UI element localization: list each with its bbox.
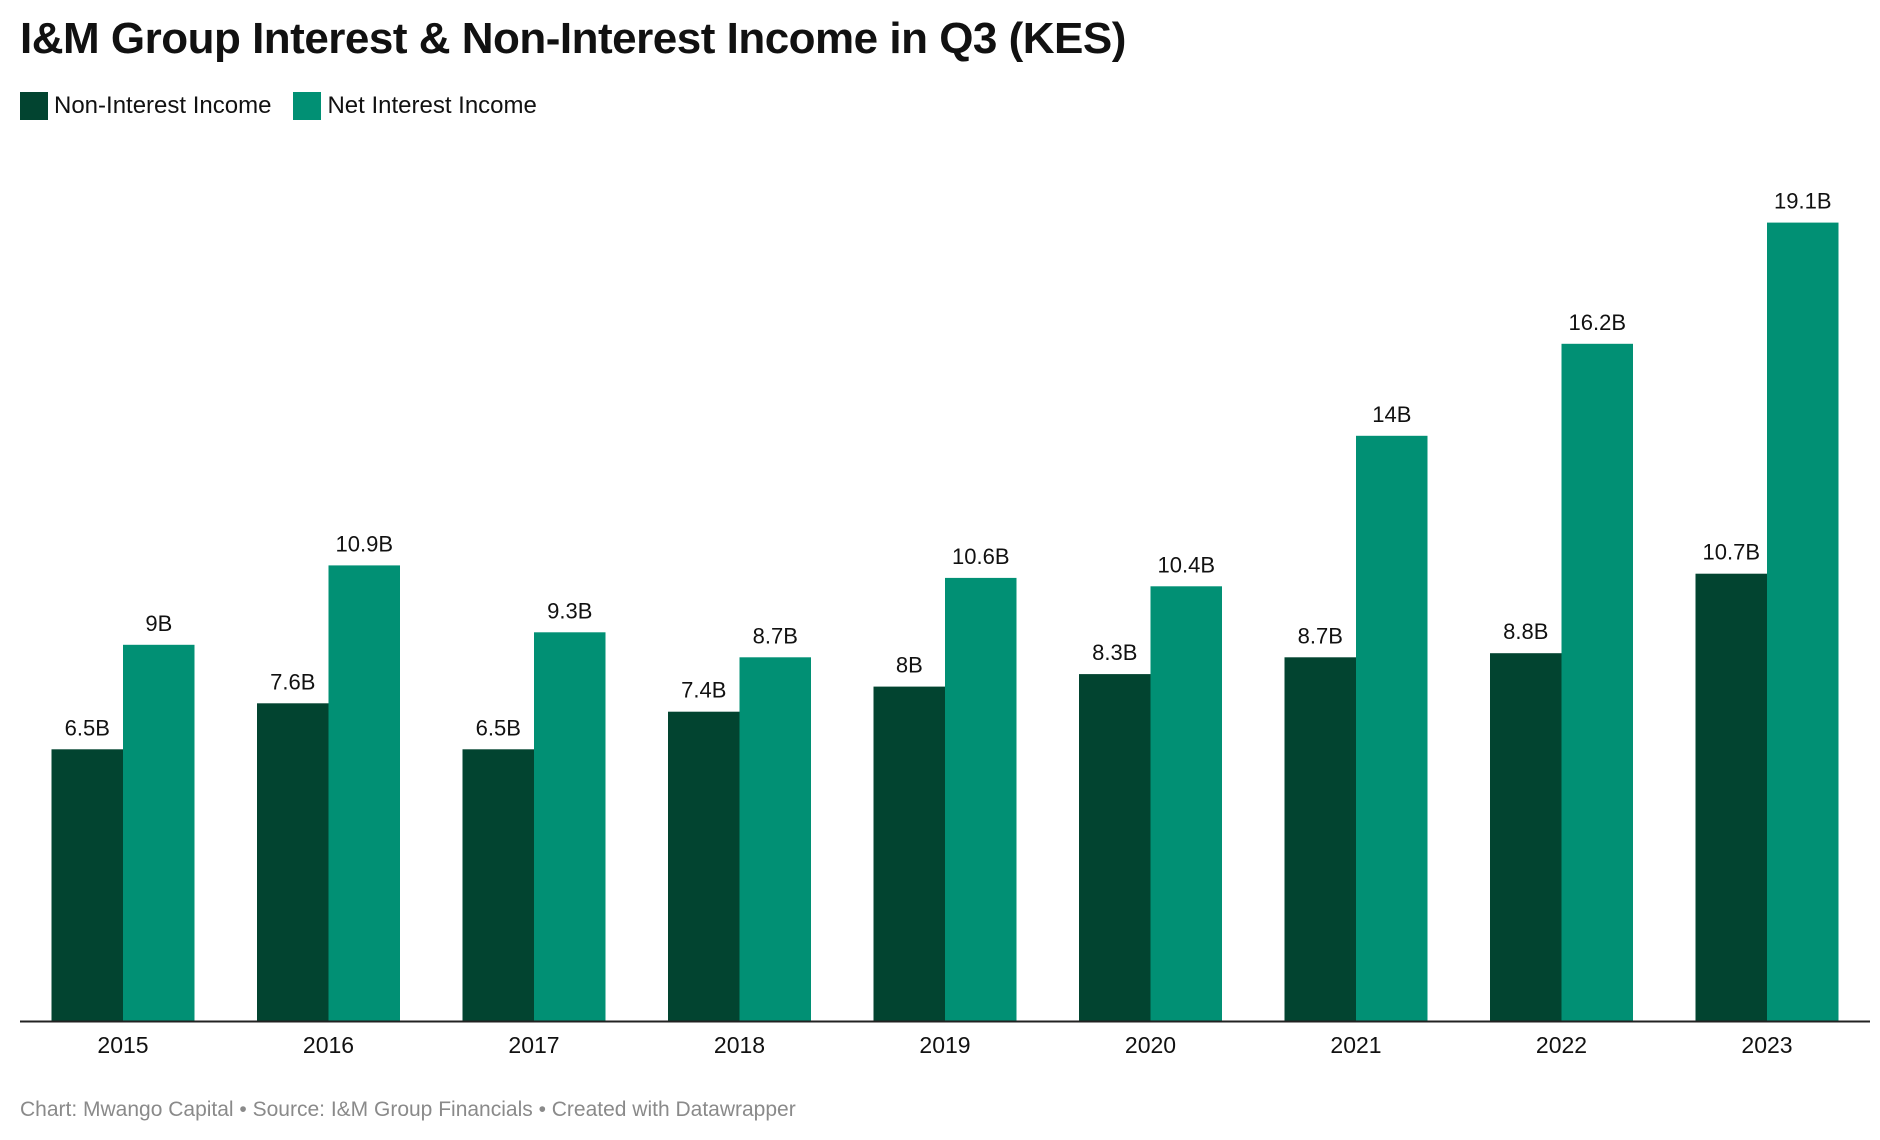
bar-non-interest-income-2017 <box>462 749 534 1021</box>
bar-non-interest-income-2020 <box>1079 674 1151 1021</box>
bar-net-interest-income-2023 <box>1767 222 1839 1022</box>
value-label-net-interest-income-2023: 19.1B <box>1774 189 1832 214</box>
value-label-non-interest-income-2018: 7.4B <box>681 678 726 703</box>
value-label-net-interest-income-2020: 10.4B <box>1158 552 1216 577</box>
value-label-net-interest-income-2017: 9.3B <box>547 598 592 623</box>
legend-swatch-non-interest-income <box>20 92 48 120</box>
bar-non-interest-income-2021 <box>1284 657 1356 1021</box>
bar-non-interest-income-2018 <box>668 711 740 1021</box>
value-label-non-interest-income-2016: 7.6B <box>270 669 315 694</box>
x-tick-label-2015: 2015 <box>97 1032 148 1058</box>
legend-swatch-net-interest-income <box>293 92 322 120</box>
x-tick-label-2019: 2019 <box>919 1032 970 1058</box>
x-tick-label-2020: 2020 <box>1125 1032 1176 1058</box>
x-tick-label-2017: 2017 <box>508 1032 559 1058</box>
x-tick-label-2016: 2016 <box>303 1032 354 1058</box>
value-label-net-interest-income-2018: 8.7B <box>753 623 798 648</box>
bar-non-interest-income-2015 <box>51 749 123 1021</box>
value-label-net-interest-income-2021: 14B <box>1372 402 1411 427</box>
x-tick-label-2023: 2023 <box>1741 1032 1792 1058</box>
value-label-non-interest-income-2017: 6.5B <box>476 715 521 740</box>
value-label-non-interest-income-2021: 8.7B <box>1298 623 1343 648</box>
value-label-non-interest-income-2022: 8.8B <box>1503 619 1548 644</box>
value-label-non-interest-income-2015: 6.5B <box>65 715 110 740</box>
legend: Non-Interest Income Net Interest Income <box>20 92 559 120</box>
legend-label-non-interest-income: Non-Interest Income <box>54 92 272 119</box>
chart-title: I&M Group Interest & Non-Interest Income… <box>20 14 1126 63</box>
bar-non-interest-income-2023 <box>1695 573 1767 1021</box>
legend-label-net-interest-income: Net Interest Income <box>327 92 537 119</box>
x-tick-label-2022: 2022 <box>1536 1032 1587 1058</box>
bar-net-interest-income-2016 <box>328 565 400 1021</box>
x-tick-label-2021: 2021 <box>1330 1032 1381 1058</box>
bar-non-interest-income-2022 <box>1490 653 1562 1021</box>
bar-net-interest-income-2020 <box>1150 586 1222 1021</box>
bar-non-interest-income-2019 <box>873 686 945 1021</box>
legend-item-net-interest-income[interactable]: Net Interest Income <box>293 92 537 120</box>
bar-non-interest-income-2016 <box>257 703 329 1021</box>
value-label-non-interest-income-2023: 10.7B <box>1703 540 1761 565</box>
bar-net-interest-income-2018 <box>739 657 811 1021</box>
value-label-non-interest-income-2020: 8.3B <box>1092 640 1137 665</box>
bar-net-interest-income-2017 <box>534 632 606 1021</box>
value-label-non-interest-income-2019: 8B <box>896 653 923 678</box>
value-label-net-interest-income-2016: 10.9B <box>336 531 394 556</box>
bar-net-interest-income-2022 <box>1561 343 1633 1021</box>
value-label-net-interest-income-2015: 9B <box>145 611 172 636</box>
bar-net-interest-income-2019 <box>945 577 1017 1021</box>
bar-net-interest-income-2021 <box>1356 435 1428 1021</box>
x-tick-label-2018: 2018 <box>714 1032 765 1058</box>
value-label-net-interest-income-2019: 10.6B <box>952 544 1010 569</box>
value-label-net-interest-income-2022: 16.2B <box>1569 310 1627 335</box>
legend-item-non-interest-income[interactable]: Non-Interest Income <box>20 92 271 120</box>
chart-footer: Chart: Mwango Capital • Source: I&M Grou… <box>20 1098 796 1121</box>
bar-net-interest-income-2015 <box>123 644 195 1021</box>
